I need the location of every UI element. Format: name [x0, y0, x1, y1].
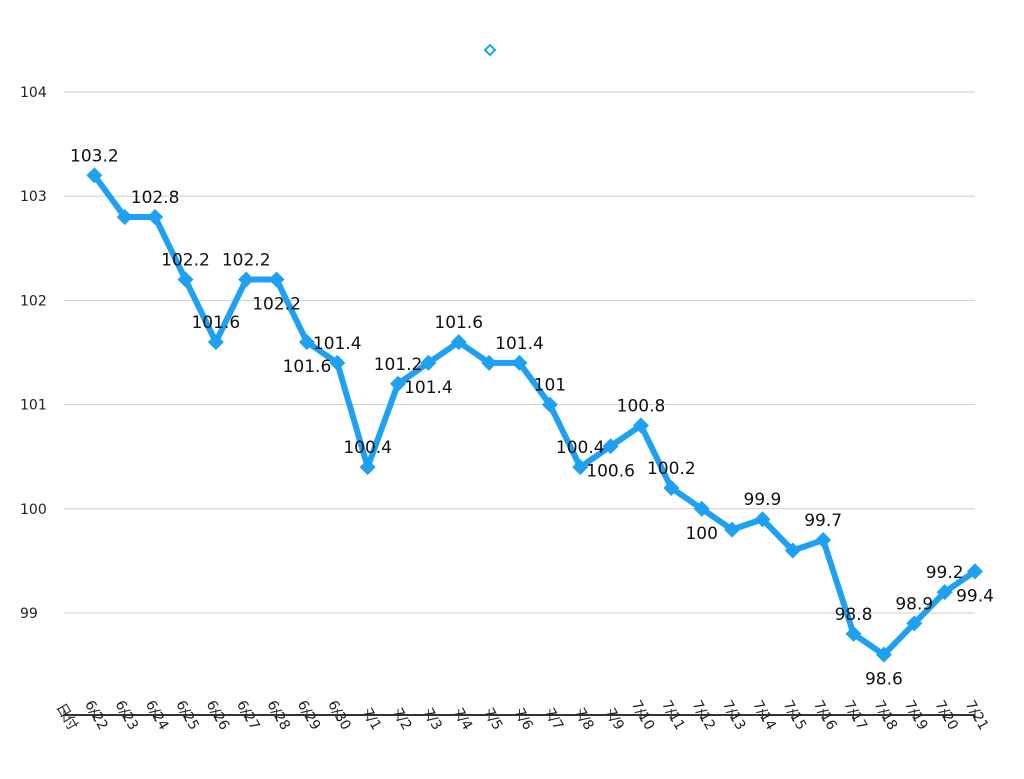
data-point: [268, 271, 285, 288]
x-tick-label: 7/4: [450, 705, 475, 733]
y-tick-label: 101: [20, 398, 47, 414]
data-label: 101: [534, 376, 566, 396]
y-tick-label: 99: [20, 606, 38, 622]
x-tick-label: 7/1: [359, 705, 384, 733]
data-point: [875, 646, 892, 663]
data-point: [359, 459, 376, 476]
y-tick-label: 102: [20, 293, 47, 309]
data-label: 99.9: [744, 490, 782, 510]
data-point: [572, 459, 589, 476]
data-label: 101.2: [374, 355, 423, 375]
data-point: [663, 479, 680, 496]
data-point: [967, 563, 983, 580]
data-label: 100.8: [617, 396, 666, 416]
x-tick-label: 7/3: [420, 705, 445, 733]
data-point: [511, 354, 528, 371]
data-point: [906, 615, 923, 632]
data-point: [724, 521, 741, 538]
x-tick-label: 7/2: [389, 705, 414, 733]
data-label: 99.7: [804, 511, 842, 531]
data-label: 99.2: [926, 563, 964, 583]
x-tick-label: 7/5: [480, 705, 505, 733]
data-point: [541, 396, 558, 413]
data-label: 100.6: [586, 461, 635, 481]
data-label: 102.8: [131, 188, 180, 208]
y-tick-label: 104: [20, 85, 47, 101]
series-line: [91, 173, 977, 658]
data-point: [693, 500, 710, 517]
data-label: 101.6: [283, 357, 332, 377]
data-point: [238, 271, 255, 288]
data-label: 101.6: [191, 313, 240, 333]
data-label: 101.4: [313, 334, 362, 354]
data-point: [784, 542, 801, 559]
data-point: [936, 584, 953, 601]
data-point: [481, 354, 498, 371]
data-point: [632, 417, 649, 434]
data-label: 98.9: [895, 594, 933, 614]
x-tick-label: 7/6: [511, 705, 536, 733]
x-tick-label: 7/8: [572, 705, 597, 733]
data-label: 102.2: [161, 251, 210, 271]
data-label: 100.2: [647, 459, 696, 479]
data-point: [298, 334, 315, 351]
data-point: [207, 334, 224, 351]
y-tick-label: 103: [20, 189, 47, 205]
data-label: 98.6: [865, 670, 903, 690]
data-point: [845, 625, 862, 642]
data-point: [602, 438, 619, 455]
data-point: [815, 532, 832, 549]
data-point: [116, 209, 133, 226]
data-point: [147, 209, 164, 226]
data-point: [329, 354, 346, 371]
data-label: 101.4: [404, 378, 453, 398]
y-tick-label: 100: [20, 502, 47, 518]
legend-diamond-icon: [483, 43, 497, 57]
data-point: [86, 167, 103, 184]
data-label: 100: [685, 524, 717, 544]
data-label: 101.6: [434, 313, 483, 333]
data-label: 100.4: [556, 438, 605, 458]
data-label: 103.2: [70, 146, 119, 166]
data-label: 99.4: [956, 586, 994, 606]
data-label: 98.8: [835, 605, 873, 625]
data-point: [420, 354, 437, 371]
x-tick-label: 7/7: [541, 705, 566, 733]
data-label: 102.2: [252, 295, 301, 315]
data-point: [177, 271, 194, 288]
data-label: 102.2: [222, 251, 271, 271]
data-point: [450, 334, 467, 351]
data-point: [754, 511, 771, 528]
data-label: 100.4: [343, 438, 392, 458]
x-tick-label: 7/9: [602, 705, 627, 733]
data-label: 101.4: [495, 334, 544, 354]
data-point: [390, 375, 407, 392]
x-tick-label: 日付: [53, 701, 81, 733]
